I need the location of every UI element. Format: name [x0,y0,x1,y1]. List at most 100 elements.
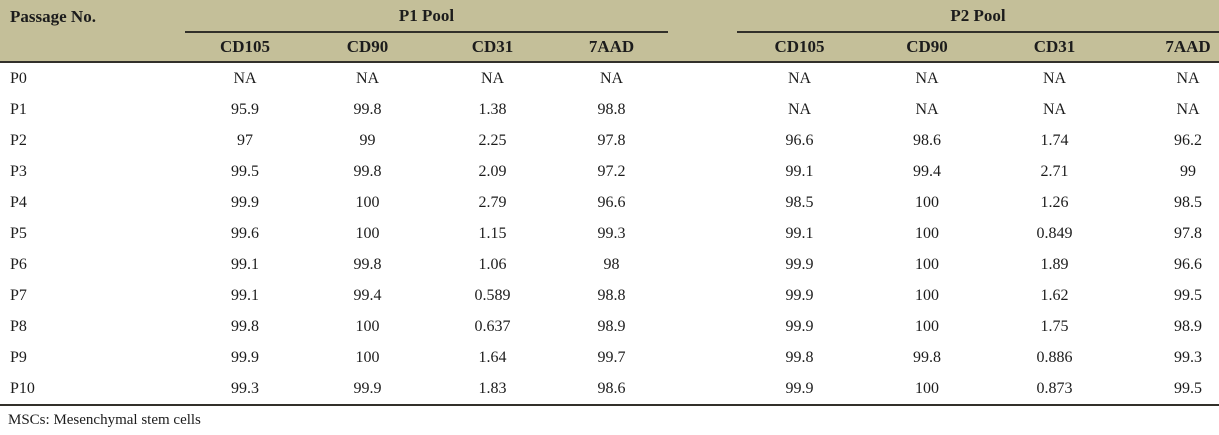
value-cell: 99.1 [185,280,305,311]
value-cell: 96.6 [555,187,668,218]
p2-cd31-header: CD31 [992,32,1117,63]
value-cell: 96.6 [737,125,862,156]
value-cell: 0.849 [992,218,1117,249]
value-cell: 1.26 [992,187,1117,218]
value-cell: 1.75 [992,311,1117,342]
value-cell: 99.3 [555,218,668,249]
value-cell: 99.4 [305,280,430,311]
value-cell: 99.9 [737,249,862,280]
p1-7aad-header: 7AAD [555,32,668,63]
value-cell: 99.9 [737,373,862,405]
value-cell: 99.5 [1117,373,1219,405]
table-header: Passage No. P1 Pool P2 Pool CD105 CD90 C… [0,0,1219,63]
value-cell: 1.89 [992,249,1117,280]
value-cell: 99.9 [737,311,862,342]
value-cell: 99.1 [737,156,862,187]
pool-gap-spacer [668,62,737,94]
value-cell: 98 [555,249,668,280]
passage-column-header: Passage No. [0,0,185,63]
value-cell: 100 [305,187,430,218]
value-cell: 98.6 [862,125,992,156]
value-cell: 1.74 [992,125,1117,156]
p1-cd31-header: CD31 [430,32,555,63]
table-row: P6 99.1 99.8 1.06 98 99.9 100 1.89 96.6 [0,249,1219,280]
value-cell: 97.8 [1117,218,1219,249]
pool-header-row: Passage No. P1 Pool P2 Pool [0,0,1219,63]
value-cell: 2.09 [430,156,555,187]
value-cell: 98.6 [555,373,668,405]
p2-cd90-header: CD90 [862,32,992,63]
pool-gap-spacer [668,342,737,373]
value-cell: 98.5 [737,187,862,218]
value-cell: 100 [862,311,992,342]
value-cell: NA [737,62,862,94]
passage-label: P9 [0,342,185,373]
value-cell: 100 [862,280,992,311]
passage-label: P1 [0,94,185,125]
value-cell: 100 [862,373,992,405]
value-cell: NA [185,62,305,94]
passage-label: P0 [0,62,185,94]
p1-cd105-header: CD105 [185,32,305,63]
value-cell: NA [992,94,1117,125]
value-cell: 100 [305,218,430,249]
p2-pool-group-header: P2 Pool [737,0,1219,33]
value-cell: 96.6 [1117,249,1219,280]
table-row: P0 NA NA NA NA NA NA NA NA [0,62,1219,94]
msc-surface-marker-table: Passage No. P1 Pool P2 Pool CD105 CD90 C… [0,0,1219,406]
p2-cd105-header: CD105 [737,32,862,63]
value-cell: 100 [862,218,992,249]
passage-label: P7 [0,280,185,311]
value-cell: NA [430,62,555,94]
value-cell: 2.79 [430,187,555,218]
value-cell: 99.1 [185,249,305,280]
value-cell: 99.9 [185,342,305,373]
value-cell: 100 [305,342,430,373]
value-cell: NA [555,62,668,94]
passage-label: P5 [0,218,185,249]
value-cell: 1.62 [992,280,1117,311]
passage-label: P10 [0,373,185,405]
value-cell: 1.15 [430,218,555,249]
pool-gap-spacer [668,280,737,311]
value-cell: 99.4 [862,156,992,187]
value-cell: 100 [862,249,992,280]
p2-7aad-header: 7AAD [1117,32,1219,63]
table-row: P3 99.5 99.8 2.09 97.2 99.1 99.4 2.71 99 [0,156,1219,187]
value-cell: 99.9 [305,373,430,405]
value-cell: 99 [305,125,430,156]
value-cell: 99.5 [185,156,305,187]
pool-gap-spacer [668,249,737,280]
pool-gap-spacer [668,125,737,156]
value-cell: 99.1 [737,218,862,249]
value-cell: 1.38 [430,94,555,125]
value-cell: NA [305,62,430,94]
value-cell: 97 [185,125,305,156]
table-row: P10 99.3 99.9 1.83 98.6 99.9 100 0.873 99.5 [0,373,1219,405]
value-cell: 99.9 [737,280,862,311]
table-row: P8 99.8 100 0.637 98.9 99.9 100 1.75 98.9 [0,311,1219,342]
value-cell: 99.6 [185,218,305,249]
value-cell: 1.06 [430,249,555,280]
value-cell: NA [1117,62,1219,94]
value-cell: 0.886 [992,342,1117,373]
value-cell: 100 [305,311,430,342]
value-cell: 97.8 [555,125,668,156]
table-row: P9 99.9 100 1.64 99.7 99.8 99.8 0.886 99.3 [0,342,1219,373]
passage-label: P6 [0,249,185,280]
pool-gap-spacer [668,156,737,187]
value-cell: 99.8 [862,342,992,373]
pool-gap-spacer [668,187,737,218]
pool-gap-spacer [668,373,737,405]
table-row: P2 97 99 2.25 97.8 96.6 98.6 1.74 96.2 [0,125,1219,156]
passage-label: P3 [0,156,185,187]
passage-label: P4 [0,187,185,218]
passage-label: P2 [0,125,185,156]
value-cell: NA [1117,94,1219,125]
value-cell: 0.873 [992,373,1117,405]
table-body: P0 NA NA NA NA NA NA NA NA P1 95.9 99.8 1.38 98.8 NA NA… [0,62,1219,405]
pool-gap-spacer [668,0,737,63]
value-cell: 97.2 [555,156,668,187]
p1-cd90-header: CD90 [305,32,430,63]
